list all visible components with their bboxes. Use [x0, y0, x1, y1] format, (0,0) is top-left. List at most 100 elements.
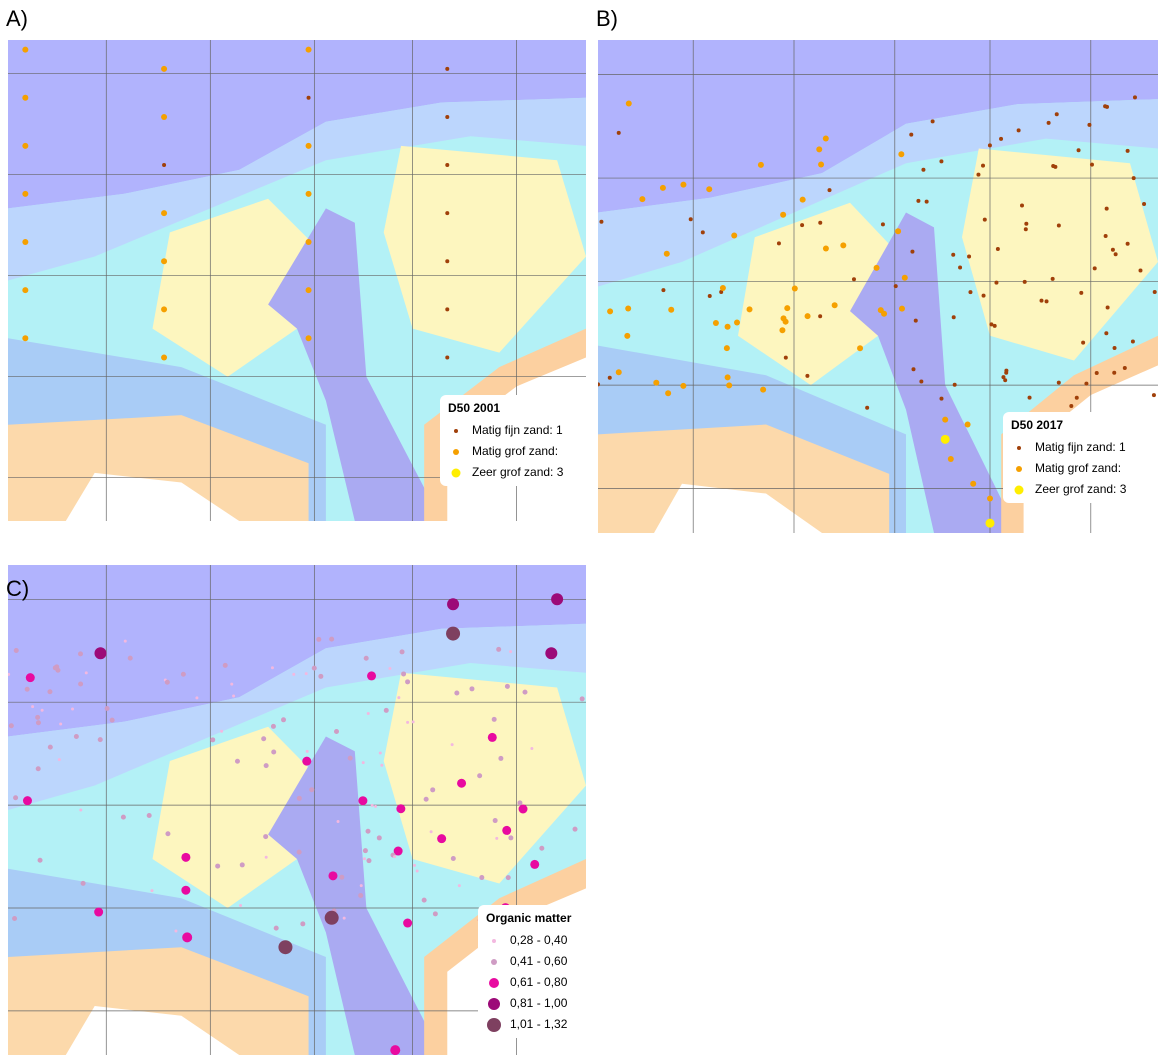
sample-point [894, 284, 898, 288]
sample-point [1132, 176, 1136, 180]
sample-point [363, 848, 368, 853]
sample-point [1126, 242, 1130, 246]
sample-point [1106, 305, 1110, 309]
sample-point [505, 684, 510, 689]
sample-point [479, 875, 484, 880]
sample-point [71, 707, 74, 710]
sample-point [22, 47, 28, 53]
sample-point [264, 763, 269, 768]
sample-point [1103, 104, 1107, 108]
sample-point [607, 308, 613, 314]
sample-point [724, 345, 730, 351]
legend-item: 1,01 - 1,32 [510, 1017, 568, 1031]
sample-point [608, 376, 612, 380]
sample-point [78, 682, 83, 687]
sample-point [220, 730, 223, 733]
sample-point [1111, 248, 1115, 252]
sample-point [784, 305, 790, 311]
sample-point [517, 800, 522, 805]
sample-point [9, 723, 14, 728]
sample-point [161, 258, 167, 264]
sample-point [965, 422, 971, 428]
sample-point [506, 875, 511, 880]
sample-point [914, 319, 918, 323]
sample-point [720, 285, 726, 291]
sample-point [988, 143, 992, 147]
sample-point [968, 290, 972, 294]
sample-point [22, 239, 28, 245]
sample-point [79, 808, 82, 811]
sample-point [599, 220, 603, 224]
sample-point [994, 281, 998, 285]
sample-point [942, 417, 948, 423]
sample-point [952, 315, 956, 319]
sample-point [898, 151, 904, 157]
sample-point [297, 850, 302, 855]
sample-point [379, 751, 382, 754]
sample-point [832, 302, 838, 308]
sample-point [451, 856, 456, 861]
sample-point [306, 335, 312, 341]
sample-point [161, 354, 167, 360]
sample-point [430, 787, 435, 792]
legend-item: 0,81 - 1,00 [510, 996, 568, 1010]
sample-point [445, 307, 449, 311]
sample-point [239, 904, 242, 907]
sample-point [240, 862, 245, 867]
sample-point [371, 804, 374, 807]
sample-point [451, 743, 454, 746]
sample-point [26, 673, 35, 682]
sample-point [1093, 266, 1097, 270]
sample-point [828, 188, 832, 192]
sample-point [445, 211, 449, 215]
sample-point [337, 820, 340, 823]
sample-point [334, 729, 339, 734]
sample-point [777, 241, 781, 245]
sample-point [1051, 164, 1055, 168]
legend-item: Matig grof zand: [1035, 461, 1121, 475]
panel-label: A) [6, 6, 28, 31]
sample-point [596, 382, 600, 386]
legend-symbol [491, 959, 497, 965]
sample-point [161, 66, 167, 72]
sample-point [300, 921, 305, 926]
sample-point [458, 884, 461, 887]
sample-point [215, 864, 220, 869]
sample-point [1133, 95, 1137, 99]
sample-point [617, 131, 621, 135]
sample-point [397, 696, 400, 699]
sample-point [680, 182, 686, 188]
sample-point [210, 737, 215, 742]
sample-point [941, 435, 950, 444]
sample-point [911, 367, 915, 371]
sample-point [393, 855, 396, 858]
sample-point [23, 796, 32, 805]
legend-item: Zeer grof zand: 3 [1035, 482, 1127, 496]
sample-point [363, 857, 366, 860]
legend: D50 2001Matig fijn zand: 1Matig grof zan… [440, 395, 590, 486]
sample-point [539, 846, 544, 851]
sample-point [306, 287, 312, 293]
sample-point [1003, 378, 1007, 382]
sample-point [502, 826, 511, 835]
sample-point [899, 306, 905, 312]
sample-point [433, 911, 438, 916]
sample-point [360, 884, 363, 887]
sample-point [367, 671, 376, 680]
sample-point [989, 322, 993, 326]
sample-point [81, 881, 86, 886]
sample-point [496, 647, 501, 652]
sample-point [41, 709, 44, 712]
sample-point [74, 734, 79, 739]
sample-point [78, 651, 83, 656]
sample-point [1142, 202, 1146, 206]
sample-point [306, 143, 312, 149]
legend-symbol [1017, 446, 1021, 450]
sample-point [384, 708, 389, 713]
sample-point [661, 288, 665, 292]
sample-point [271, 666, 274, 669]
sample-point [36, 720, 41, 725]
sample-point [161, 210, 167, 216]
sample-point [996, 247, 1000, 251]
